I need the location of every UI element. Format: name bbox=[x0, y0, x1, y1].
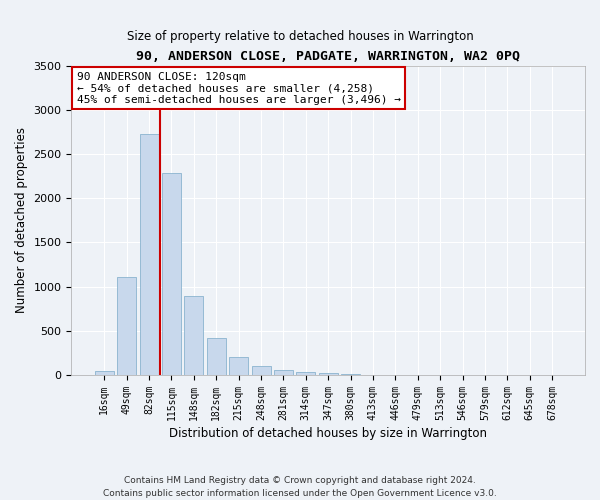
Bar bbox=[229, 358, 248, 375]
Bar bbox=[140, 134, 158, 375]
Text: 90 ANDERSON CLOSE: 120sqm
← 54% of detached houses are smaller (4,258)
45% of se: 90 ANDERSON CLOSE: 120sqm ← 54% of detac… bbox=[77, 72, 401, 105]
Bar bbox=[319, 373, 338, 375]
Bar bbox=[162, 174, 181, 375]
X-axis label: Distribution of detached houses by size in Warrington: Distribution of detached houses by size … bbox=[169, 427, 487, 440]
Bar bbox=[117, 277, 136, 375]
Bar bbox=[296, 372, 316, 375]
Bar bbox=[341, 374, 360, 375]
Y-axis label: Number of detached properties: Number of detached properties bbox=[15, 128, 28, 314]
Bar bbox=[184, 296, 203, 375]
Bar bbox=[274, 370, 293, 375]
Bar bbox=[95, 370, 114, 375]
Title: 90, ANDERSON CLOSE, PADGATE, WARRINGTON, WA2 0PQ: 90, ANDERSON CLOSE, PADGATE, WARRINGTON,… bbox=[136, 50, 520, 63]
Text: Contains HM Land Registry data © Crown copyright and database right 2024.
Contai: Contains HM Land Registry data © Crown c… bbox=[103, 476, 497, 498]
Bar bbox=[251, 366, 271, 375]
Bar bbox=[207, 338, 226, 375]
Text: Size of property relative to detached houses in Warrington: Size of property relative to detached ho… bbox=[127, 30, 473, 43]
